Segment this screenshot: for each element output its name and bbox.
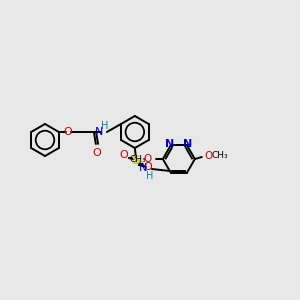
- Text: O: O: [119, 150, 128, 160]
- Text: CH₃: CH₃: [129, 154, 146, 164]
- Text: H: H: [146, 171, 154, 181]
- Text: N: N: [183, 139, 193, 149]
- Text: O: O: [143, 162, 152, 172]
- Text: N: N: [139, 163, 147, 173]
- Text: S: S: [131, 154, 140, 167]
- Text: O: O: [205, 151, 213, 161]
- Text: H: H: [101, 121, 109, 131]
- Text: O: O: [92, 148, 101, 158]
- Text: N: N: [94, 127, 103, 137]
- Text: CH₃: CH₃: [212, 152, 228, 160]
- Text: O: O: [144, 154, 152, 164]
- Text: N: N: [165, 139, 175, 149]
- Text: O: O: [64, 127, 72, 137]
